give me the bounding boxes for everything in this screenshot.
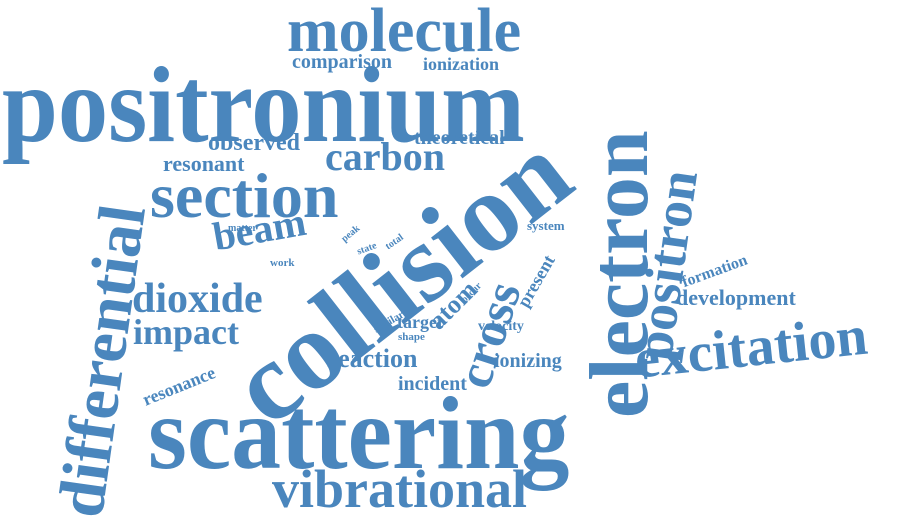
word-shape: shape [398,331,425,343]
word-system: system [527,218,565,233]
word-development: development [676,285,796,310]
word-section: section [150,160,339,231]
word-positronium: positronium [2,46,525,165]
word-reaction: reaction [327,344,418,373]
word-molecule: molecule [287,0,522,65]
word-target: target [397,312,443,332]
word-resonant: resonant [163,151,245,176]
word-dioxide: dioxide [132,276,263,322]
word-velocity: velocity [478,319,524,334]
word-vibrational: vibrational [272,459,528,516]
word-impact: impact [133,312,239,352]
word-matter: matter [228,223,257,234]
word-ionizing: ionizing [494,350,562,372]
word-differential: differential [44,200,161,516]
word-ionization: ionization [423,54,500,74]
word-scattering: scattering [148,376,570,491]
word-work: work [270,257,295,269]
word-incident: incident [398,373,467,395]
word-observed: observed [208,130,300,156]
word-theoretical: theoretical [414,127,505,149]
word-carbon: carbon [325,134,445,179]
word-comparison: comparison [292,51,392,73]
